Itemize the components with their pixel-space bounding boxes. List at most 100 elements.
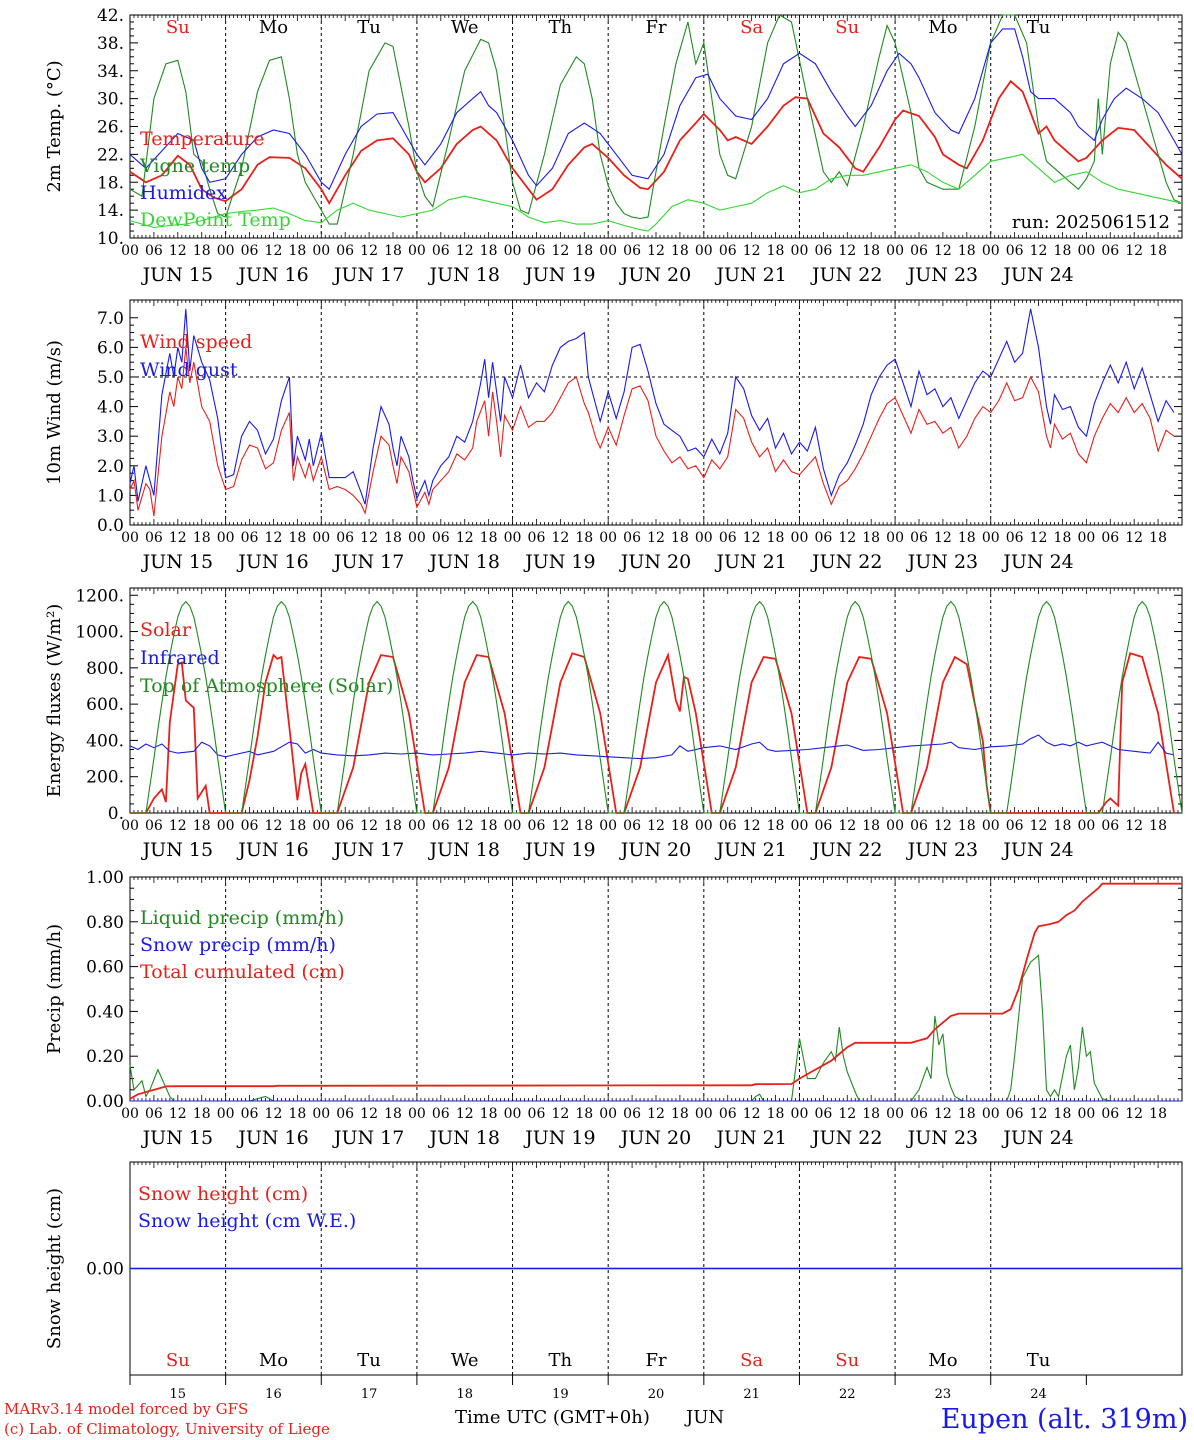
hour-tick-label: 06 bbox=[241, 530, 259, 546]
day-number: 23 bbox=[935, 1387, 952, 1402]
hour-tick-label: 00 bbox=[121, 818, 139, 834]
hour-tick-label: 06 bbox=[814, 530, 832, 546]
legend-temperature: Temperature bbox=[140, 128, 264, 150]
y-tick-label: 1000. bbox=[75, 623, 124, 643]
y-tick-label: 42. bbox=[97, 6, 124, 26]
plot-frame bbox=[129, 299, 1183, 526]
hour-tick-label: 06 bbox=[814, 1106, 832, 1122]
hour-tick-label: 00 bbox=[982, 818, 1000, 834]
y-tick-label: 1.0 bbox=[97, 486, 124, 506]
hour-tick-label: 06 bbox=[910, 530, 928, 546]
hour-tick-label: 18 bbox=[671, 818, 689, 834]
y-tick-label: 200. bbox=[86, 768, 124, 788]
run-label: run: 2025061512 bbox=[1012, 212, 1170, 233]
hour-tick-label: 12 bbox=[743, 243, 761, 259]
hour-tick-label: 12 bbox=[456, 1106, 474, 1122]
hour-tick-label: 12 bbox=[647, 243, 665, 259]
station-label: Eupen (alt. 319m) bbox=[941, 1404, 1188, 1435]
day-number: 15 bbox=[170, 1387, 187, 1402]
legend-total-cumulated-cm: Total cumulated (cm) bbox=[140, 961, 345, 983]
day-of-week: Tu bbox=[1027, 17, 1051, 38]
hour-tick-label: 12 bbox=[1125, 1106, 1143, 1122]
hour-tick-label: 06 bbox=[241, 818, 259, 834]
y-tick-label: 0.60 bbox=[86, 958, 124, 978]
date-label: JUN 20 bbox=[619, 839, 691, 861]
hour-tick-label: 18 bbox=[958, 1106, 976, 1122]
hour-tick-label: 00 bbox=[886, 1106, 904, 1122]
hour-tick-label: 00 bbox=[504, 530, 522, 546]
date-label: JUN 23 bbox=[906, 551, 978, 573]
series-wind-speed bbox=[129, 347, 1175, 517]
credit-line-1: MARv3.14 model forced by GFS bbox=[4, 1400, 248, 1418]
y-tick-label: 6.0 bbox=[97, 338, 124, 358]
hour-tick-label: 12 bbox=[743, 1106, 761, 1122]
hour-tick-label: 18 bbox=[384, 530, 402, 546]
hour-tick-label: 18 bbox=[288, 243, 306, 259]
hour-tick-label: 00 bbox=[599, 1106, 617, 1122]
y-tick-label: 7.0 bbox=[97, 309, 124, 329]
hour-tick-label: 18 bbox=[575, 818, 593, 834]
hour-tick-label: 06 bbox=[719, 530, 737, 546]
hour-tick-label: 06 bbox=[1006, 530, 1024, 546]
hour-tick-label: 12 bbox=[169, 1106, 187, 1122]
y-tick-label: 22. bbox=[97, 145, 124, 165]
hour-tick-label: 12 bbox=[743, 818, 761, 834]
date-label: JUN 23 bbox=[906, 264, 978, 286]
hour-tick-label: 12 bbox=[1030, 1106, 1048, 1122]
hour-tick-label: 00 bbox=[217, 243, 235, 259]
series-dewpoint-temp bbox=[129, 153, 1183, 232]
hour-tick-label: 18 bbox=[958, 243, 976, 259]
legend-liquid-precip-mm-h: Liquid precip (mm/h) bbox=[140, 907, 344, 929]
hour-tick-label: 18 bbox=[862, 530, 880, 546]
hour-tick-label: 12 bbox=[1030, 243, 1048, 259]
y-tick-label: 4.0 bbox=[97, 398, 124, 418]
legend-humidex: Humidex bbox=[140, 182, 227, 204]
y-tick-label: 400. bbox=[86, 731, 124, 751]
hour-tick-label: 12 bbox=[1125, 243, 1143, 259]
day-of-week: Su bbox=[166, 17, 190, 38]
hour-tick-label: 06 bbox=[814, 818, 832, 834]
day-of-week: Tu bbox=[357, 1350, 381, 1371]
hour-tick-label: 00 bbox=[1077, 243, 1095, 259]
y-tick-label: 38. bbox=[97, 34, 124, 54]
hour-tick-label: 06 bbox=[241, 243, 259, 259]
legend-snow-height-cm: Snow height (cm) bbox=[138, 1183, 308, 1205]
day-of-week: Mo bbox=[259, 17, 288, 38]
hour-tick-label: 06 bbox=[1006, 243, 1024, 259]
y-axis-title: Snow height (cm) bbox=[44, 1188, 65, 1349]
hour-tick-label: 06 bbox=[1101, 243, 1119, 259]
hour-tick-label: 00 bbox=[504, 818, 522, 834]
hour-tick-label: 12 bbox=[743, 530, 761, 546]
panel-5: 0.00 Snow height (cm) Snow height (cm) Snow… bbox=[44, 1161, 1183, 1402]
day-number: 19 bbox=[552, 1387, 569, 1402]
hour-tick-label: 06 bbox=[336, 243, 354, 259]
hour-tick-label: 06 bbox=[623, 818, 641, 834]
hour-tick-label: 18 bbox=[1149, 818, 1167, 834]
date-label: JUN 15 bbox=[141, 839, 213, 861]
hour-tick-label: 12 bbox=[551, 1106, 569, 1122]
date-label: JUN 15 bbox=[141, 551, 213, 573]
hour-tick-label: 18 bbox=[767, 243, 785, 259]
hour-tick-label: 18 bbox=[384, 818, 402, 834]
hour-tick-label: 06 bbox=[432, 243, 450, 259]
hour-tick-label: 18 bbox=[480, 818, 498, 834]
hour-tick-label: 00 bbox=[408, 243, 426, 259]
date-label: JUN 23 bbox=[906, 1127, 978, 1149]
y-tick-label: 0.40 bbox=[86, 1002, 124, 1022]
panel-1: 10. 14. 18. 22. 26. 30. 34. 38. 42. 2m Temp. (°C)… bbox=[44, 6, 1183, 286]
hour-tick-label: 12 bbox=[934, 530, 952, 546]
hour-tick-label: 18 bbox=[1149, 1106, 1167, 1122]
y-tick-label: 0.00 bbox=[86, 1092, 124, 1112]
date-label: JUN 18 bbox=[427, 1127, 499, 1149]
day-number: 24 bbox=[1030, 1387, 1047, 1402]
hour-tick-label: 06 bbox=[145, 530, 163, 546]
date-label: JUN 23 bbox=[906, 839, 978, 861]
day-number: 16 bbox=[265, 1387, 282, 1402]
hour-tick-label: 06 bbox=[910, 818, 928, 834]
hour-tick-label: 18 bbox=[193, 1106, 211, 1122]
day-of-week: Fr bbox=[645, 17, 666, 38]
date-label: JUN 22 bbox=[810, 264, 882, 286]
hour-tick-label: 00 bbox=[599, 818, 617, 834]
hour-tick-label: 00 bbox=[886, 243, 904, 259]
